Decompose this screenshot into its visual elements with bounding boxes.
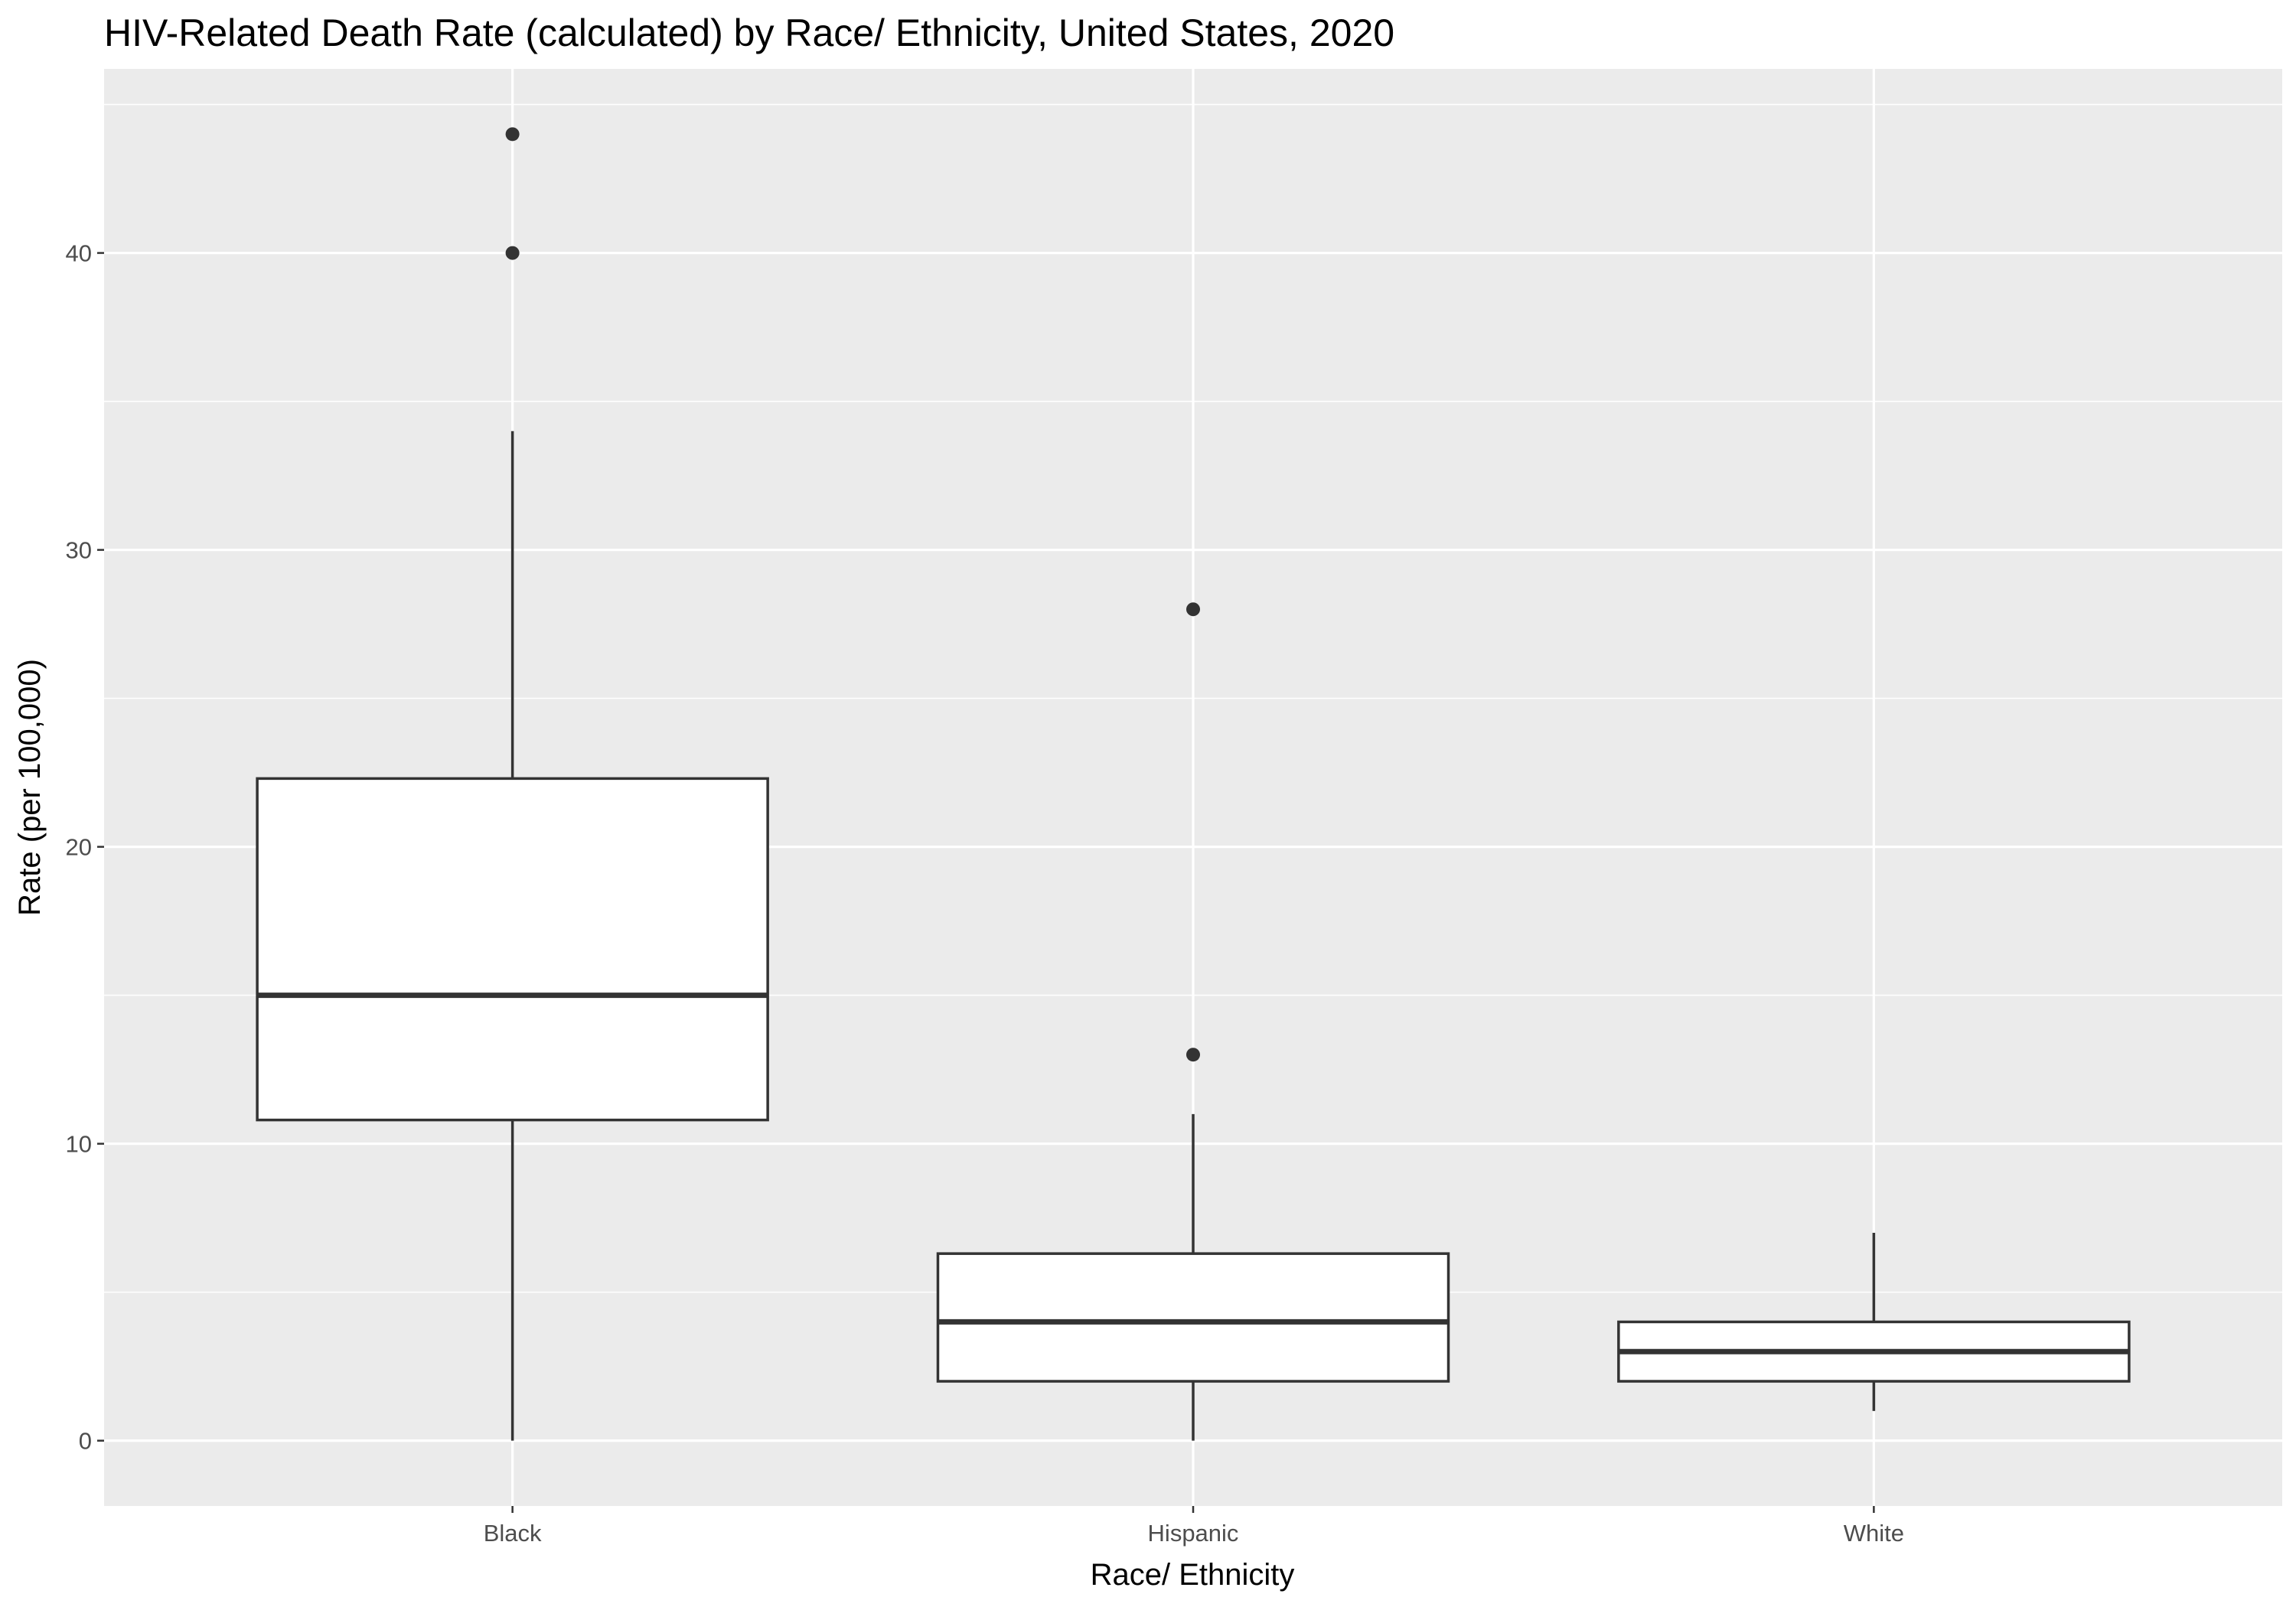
y-tick-label: 30 [66,537,92,564]
y-tick-label: 0 [79,1428,92,1455]
chart-title: HIV-Related Death Rate (calculated) by R… [104,11,1394,54]
interquartile-box [936,1252,1450,1383]
y-axis-title: Rate (per 100,000) [13,659,47,916]
box-white [1617,1233,2131,1411]
outlier-point [1186,602,1200,617]
box-hispanic [936,602,1450,1441]
x-tick-label: White [1844,1520,1904,1547]
x-tick-label: Hispanic [1148,1520,1239,1547]
boxes [256,127,2131,1441]
box-black [256,127,769,1441]
y-tick-label: 20 [66,834,92,861]
outlier-point [505,246,520,260]
axes: 0 10 20 30 40 Black Hispanic White [66,240,1904,1547]
interquartile-box [256,777,769,1122]
y-tick-label: 40 [66,240,92,267]
x-axis-title: Race/ Ethnicity [1091,1558,1295,1592]
y-tick-label: 10 [66,1131,92,1158]
outlier-point [505,127,520,142]
x-tick-label: Black [484,1520,542,1547]
outlier-point [1186,1048,1200,1062]
